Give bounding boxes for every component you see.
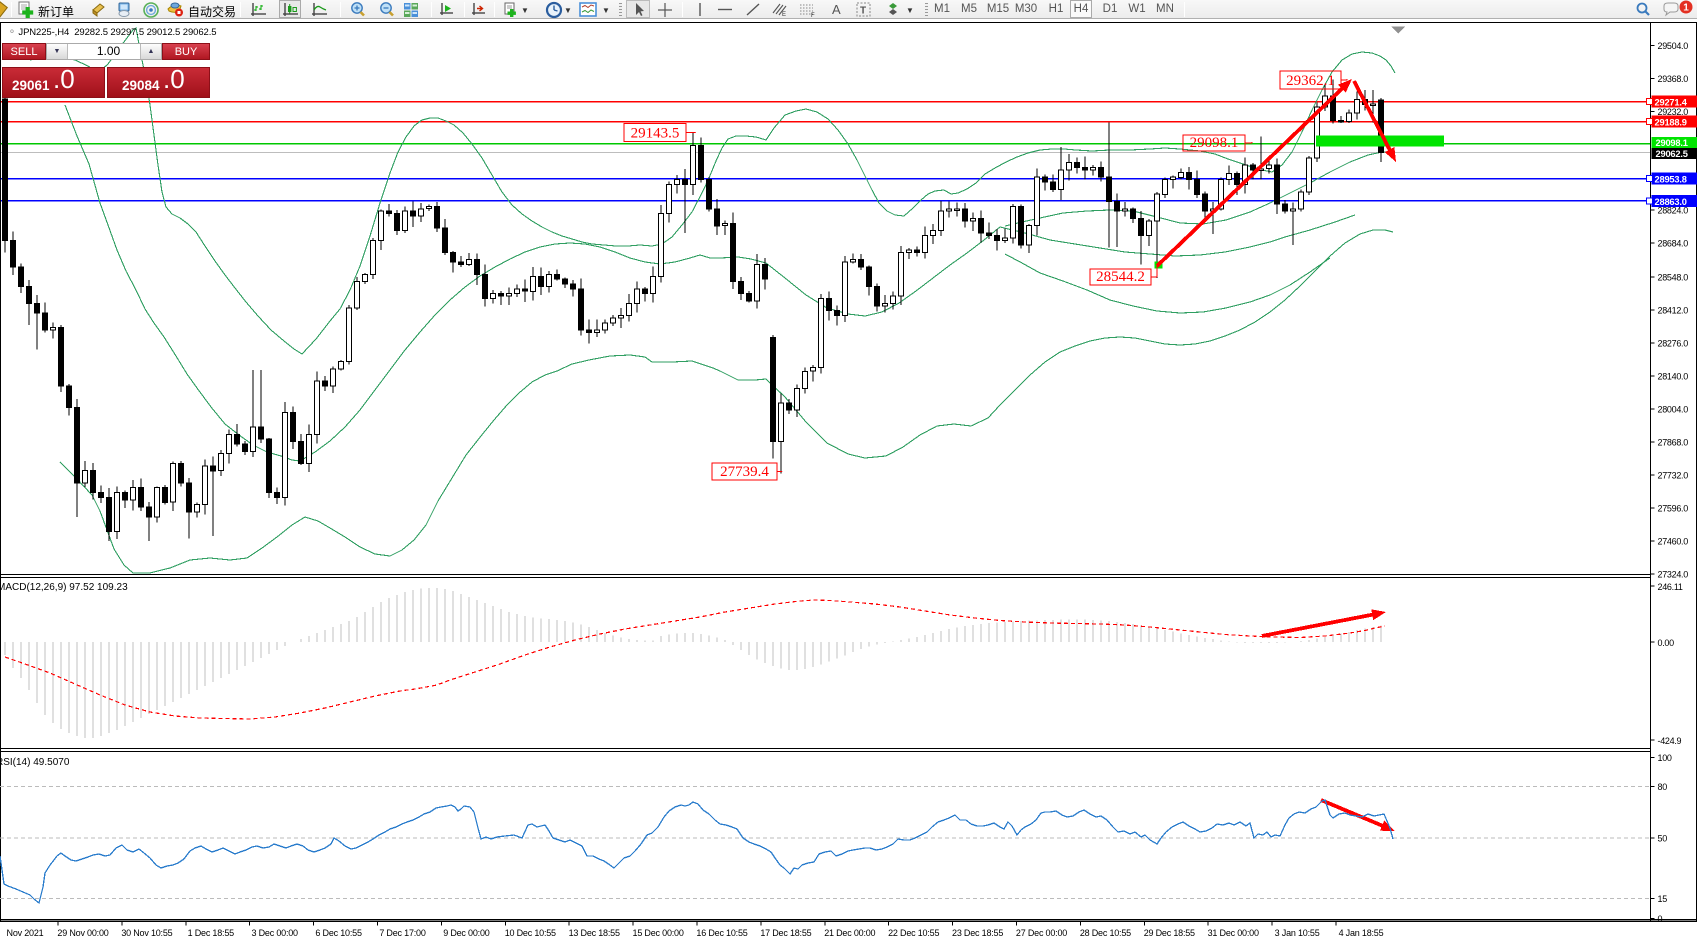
svg-text:1 Dec 18:55: 1 Dec 18:55 (188, 928, 235, 938)
svg-text:22 Dec 10:55: 22 Dec 10:55 (888, 928, 939, 938)
svg-text:246.11: 246.11 (1658, 582, 1683, 592)
svg-text:28140.0: 28140.0 (1658, 372, 1689, 382)
svg-text:29098.1: 29098.1 (1190, 135, 1239, 151)
svg-text:Nov 2021: Nov 2021 (7, 928, 44, 938)
svg-text:27460.0: 27460.0 (1658, 537, 1689, 547)
svg-text:27596.0: 27596.0 (1658, 504, 1689, 514)
svg-text:28544.2: 28544.2 (1096, 269, 1145, 285)
svg-text:27732.0: 27732.0 (1658, 471, 1689, 481)
svg-text:29098.1: 29098.1 (1656, 138, 1688, 148)
svg-text:27868.0: 27868.0 (1658, 438, 1689, 448)
svg-text:RSI(14) 49.5070: RSI(14) 49.5070 (0, 757, 70, 768)
svg-text:28 Dec 10:55: 28 Dec 10:55 (1080, 928, 1131, 938)
svg-text:3 Jan 10:55: 3 Jan 10:55 (1275, 928, 1320, 938)
svg-text:F: F (811, 13, 815, 19)
svg-text:15: 15 (1658, 894, 1668, 904)
svg-text:4 Jan 18:55: 4 Jan 18:55 (1339, 928, 1384, 938)
svg-text:80: 80 (1658, 782, 1668, 792)
svg-text:29271.4: 29271.4 (1655, 98, 1688, 108)
svg-text:27324.0: 27324.0 (1658, 570, 1689, 580)
svg-text:E: E (782, 12, 786, 18)
svg-text:MACD(12,26,9) 97.52 109.23: MACD(12,26,9) 97.52 109.23 (0, 582, 128, 593)
svg-text:29143.5: 29143.5 (631, 126, 680, 142)
svg-text:28863.0: 28863.0 (1655, 197, 1687, 207)
svg-text:29 Dec 18:55: 29 Dec 18:55 (1144, 928, 1195, 938)
svg-text:28953.8: 28953.8 (1655, 175, 1687, 185)
svg-text:10 Dec 10:55: 10 Dec 10:55 (505, 928, 556, 938)
svg-text:6 Dec 10:55: 6 Dec 10:55 (315, 928, 362, 938)
svg-text:28824.0: 28824.0 (1658, 206, 1689, 216)
svg-text:T: T (860, 6, 866, 17)
svg-text:27739.4: 27739.4 (720, 464, 769, 480)
svg-text:100: 100 (1658, 753, 1672, 763)
svg-text:9 Dec 00:00: 9 Dec 00:00 (443, 928, 490, 938)
svg-text:7 Dec 17:00: 7 Dec 17:00 (379, 928, 426, 938)
svg-text:0: 0 (1658, 914, 1663, 924)
svg-text:17 Dec 18:55: 17 Dec 18:55 (760, 928, 811, 938)
svg-text:29188.9: 29188.9 (1655, 118, 1687, 128)
svg-text:1: 1 (1683, 3, 1689, 14)
svg-text:29362.1: 29362.1 (1286, 73, 1335, 89)
svg-text:23 Dec 18:55: 23 Dec 18:55 (952, 928, 1003, 938)
svg-text:29062.5: 29062.5 (1656, 149, 1688, 159)
svg-text:31 Dec 00:00: 31 Dec 00:00 (1208, 928, 1259, 938)
svg-text:29368.0: 29368.0 (1658, 74, 1689, 84)
svg-text:-424.9: -424.9 (1658, 736, 1682, 746)
svg-text:29504.0: 29504.0 (1658, 41, 1689, 51)
svg-text:28276.0: 28276.0 (1658, 339, 1689, 349)
svg-text:29232.0: 29232.0 (1658, 107, 1689, 117)
svg-text:28684.0: 28684.0 (1658, 239, 1689, 249)
svg-text:50: 50 (1658, 834, 1668, 844)
svg-text:13 Dec 18:55: 13 Dec 18:55 (569, 928, 620, 938)
svg-text:28412.0: 28412.0 (1658, 306, 1689, 316)
svg-text:3 Dec 00:00: 3 Dec 00:00 (252, 928, 299, 938)
svg-text:16 Dec 10:55: 16 Dec 10:55 (696, 928, 747, 938)
svg-text:29 Nov 00:00: 29 Nov 00:00 (57, 928, 108, 938)
svg-text:15 Dec 00:00: 15 Dec 00:00 (633, 928, 684, 938)
svg-text:0.00: 0.00 (1658, 638, 1675, 648)
svg-text:28004.0: 28004.0 (1658, 405, 1689, 415)
svg-text:21 Dec 00:00: 21 Dec 00:00 (824, 928, 875, 938)
svg-text:28548.0: 28548.0 (1658, 273, 1689, 283)
svg-text:27 Dec 00:00: 27 Dec 00:00 (1016, 928, 1067, 938)
svg-text:30 Nov 10:55: 30 Nov 10:55 (121, 928, 172, 938)
